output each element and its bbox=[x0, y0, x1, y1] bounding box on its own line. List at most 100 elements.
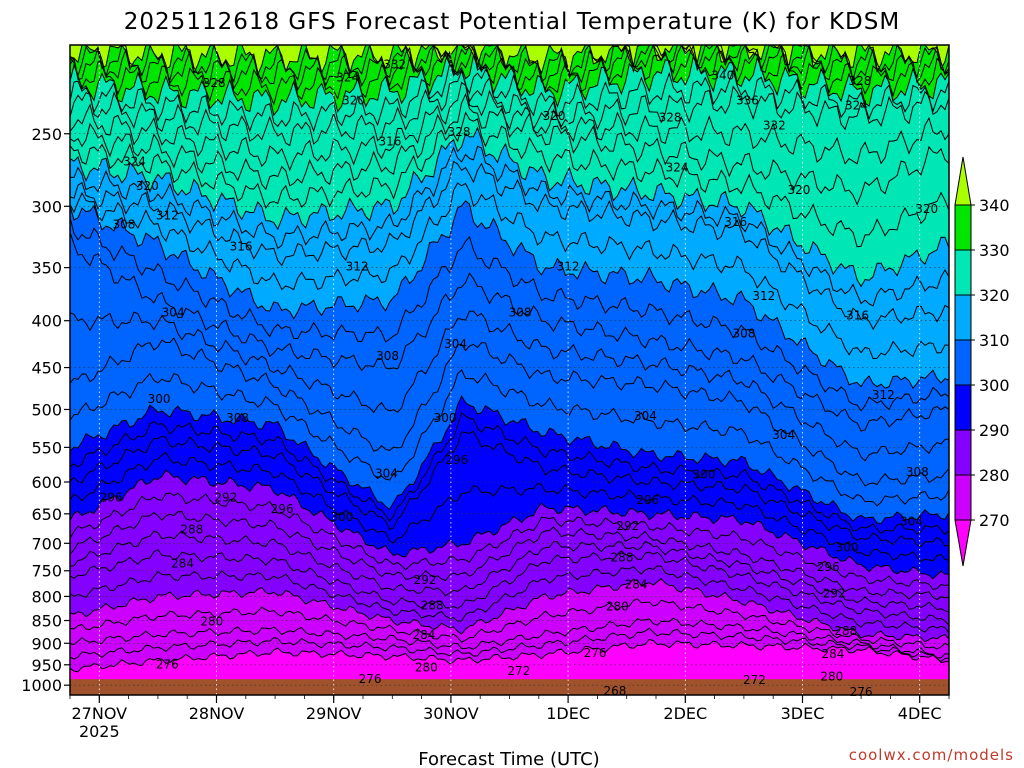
contour-label-308: 308 bbox=[112, 217, 135, 231]
contour-label-308: 308 bbox=[509, 306, 532, 320]
gridlines bbox=[70, 45, 949, 695]
colorbar-top-arrow bbox=[954, 156, 972, 206]
contour-label-300: 300 bbox=[693, 468, 716, 482]
contour-label-304: 304 bbox=[375, 466, 398, 480]
contour-label-316: 316 bbox=[230, 240, 253, 254]
contour-label-296: 296 bbox=[100, 491, 123, 505]
y-tick-label-500: 500 bbox=[31, 400, 62, 419]
x-tick-label-3DEC: 3DEC bbox=[781, 704, 825, 723]
band-340 bbox=[70, 45, 949, 75]
y-tick-label-300: 300 bbox=[31, 197, 62, 216]
contour-label-308: 308 bbox=[376, 349, 399, 363]
contour-label-324: 324 bbox=[666, 160, 689, 174]
isentrope-line-298 bbox=[70, 412, 949, 536]
x-tick-label-27NOV: 27NOV bbox=[72, 704, 128, 723]
y-tick-label-1000: 1000 bbox=[21, 676, 62, 695]
x-tick-label-29NOV: 29NOV bbox=[306, 704, 362, 723]
isentrope-line-276 bbox=[70, 617, 949, 659]
x-tick-label-2DEC: 2DEC bbox=[663, 704, 707, 723]
contour-label-336: 336 bbox=[736, 94, 759, 108]
y-tick-label-950: 950 bbox=[31, 656, 62, 675]
contour-label-280: 280 bbox=[606, 600, 629, 614]
contour-label-296: 296 bbox=[817, 560, 840, 574]
contour-label-308: 308 bbox=[226, 411, 249, 425]
contour-label-296: 296 bbox=[445, 453, 468, 467]
isentrope-line-288 bbox=[70, 511, 949, 601]
contour-label-324: 324 bbox=[123, 154, 146, 168]
contour-label-280: 280 bbox=[415, 660, 438, 674]
x-tick-label-1DEC: 1DEC bbox=[546, 704, 590, 723]
contour-label-312: 312 bbox=[156, 208, 179, 222]
contour-label-284: 284 bbox=[412, 628, 435, 642]
colorbar-label-270: 270 bbox=[979, 511, 1010, 530]
x-axis: 27NOV 28NOV 29NOV 30NOV 1DEC 2DEC 3DEC 4DEC 2025 bbox=[69, 695, 950, 741]
contour-label-312: 312 bbox=[346, 259, 369, 273]
contour-label-324: 324 bbox=[845, 99, 868, 113]
contour-label-280: 280 bbox=[200, 614, 223, 628]
colorbar-band-340 bbox=[954, 204, 972, 251]
isentrope-line-324 bbox=[70, 92, 949, 206]
contour-label-304: 304 bbox=[444, 337, 467, 351]
contour-label-280: 280 bbox=[820, 669, 843, 683]
colorbar-band-310 bbox=[954, 339, 972, 386]
contour-label-304: 304 bbox=[900, 515, 923, 529]
colorbar-label-320: 320 bbox=[979, 286, 1010, 305]
plot-area bbox=[70, 45, 949, 695]
contour-label-292: 292 bbox=[616, 519, 639, 533]
colorbar-label-340: 340 bbox=[979, 196, 1010, 215]
contour-label-292: 292 bbox=[823, 586, 846, 600]
colorbar-label-280: 280 bbox=[979, 466, 1010, 485]
x-tick-label-28NOV: 28NOV bbox=[189, 704, 245, 723]
contour-label-276: 276 bbox=[156, 657, 179, 671]
y-tick-label-400: 400 bbox=[31, 312, 62, 331]
colorbar-label-290: 290 bbox=[979, 421, 1010, 440]
contour-label-284: 284 bbox=[625, 577, 648, 591]
contour-label-272: 272 bbox=[743, 673, 766, 687]
chart-title: 2025112618 GFS Forecast Potential Temper… bbox=[124, 9, 900, 35]
contour-label-304: 304 bbox=[162, 306, 185, 320]
contour-label-328: 328 bbox=[203, 76, 226, 90]
contour-label-332: 332 bbox=[383, 57, 406, 71]
contour-label-320: 320 bbox=[788, 183, 811, 197]
contour-label-316: 316 bbox=[846, 309, 869, 323]
contour-label-284: 284 bbox=[822, 647, 845, 661]
contour-label-328: 328 bbox=[448, 125, 471, 139]
contour-label-288: 288 bbox=[180, 522, 203, 536]
contour-label-312: 312 bbox=[752, 289, 775, 303]
contour-label-308: 308 bbox=[906, 465, 929, 479]
y-tick-label-750: 750 bbox=[31, 562, 62, 581]
contour-label-268: 268 bbox=[604, 684, 627, 698]
contour-label-324: 324 bbox=[336, 70, 359, 84]
contour-label-276: 276 bbox=[359, 672, 382, 686]
contour-label-332: 332 bbox=[763, 119, 786, 133]
colorbar: 270 280 290 300 310 320 330 340 bbox=[954, 156, 1010, 567]
contour-label-316: 316 bbox=[724, 215, 747, 229]
y-axis: 250 300 350 400 450 500 550 600 650 700 750 800 850 9… bbox=[21, 125, 70, 695]
contour-label-304: 304 bbox=[634, 409, 657, 423]
y-tick-label-650: 650 bbox=[31, 505, 62, 524]
credit-text: coolwx.com/models bbox=[849, 746, 1014, 764]
y-tick-label-900: 900 bbox=[31, 634, 62, 653]
x-tick-label-30NOV: 30NOV bbox=[423, 704, 479, 723]
contour-label-328: 328 bbox=[659, 111, 682, 125]
contour-label-316: 316 bbox=[379, 135, 402, 149]
contour-label-320: 320 bbox=[342, 94, 365, 108]
contour-label-296: 296 bbox=[636, 493, 659, 507]
contour-label-272: 272 bbox=[507, 664, 530, 678]
ground-surface bbox=[70, 679, 949, 695]
isentrope-line-300 bbox=[70, 395, 949, 525]
contour-label-320: 320 bbox=[136, 179, 159, 193]
contour-label-312: 312 bbox=[557, 259, 580, 273]
contour-label-288: 288 bbox=[421, 598, 444, 612]
isentrope-line-322 bbox=[70, 111, 949, 248]
y-tick-label-800: 800 bbox=[31, 587, 62, 606]
y-tick-label-600: 600 bbox=[31, 473, 62, 492]
isentrope-line-310 bbox=[70, 217, 949, 412]
y-tick-label-350: 350 bbox=[31, 259, 62, 278]
contour-label-288: 288 bbox=[611, 550, 634, 564]
x-tick-label-4DEC: 4DEC bbox=[898, 704, 942, 723]
y-tick-label-250: 250 bbox=[31, 125, 62, 144]
contour-label-320: 320 bbox=[543, 109, 566, 123]
